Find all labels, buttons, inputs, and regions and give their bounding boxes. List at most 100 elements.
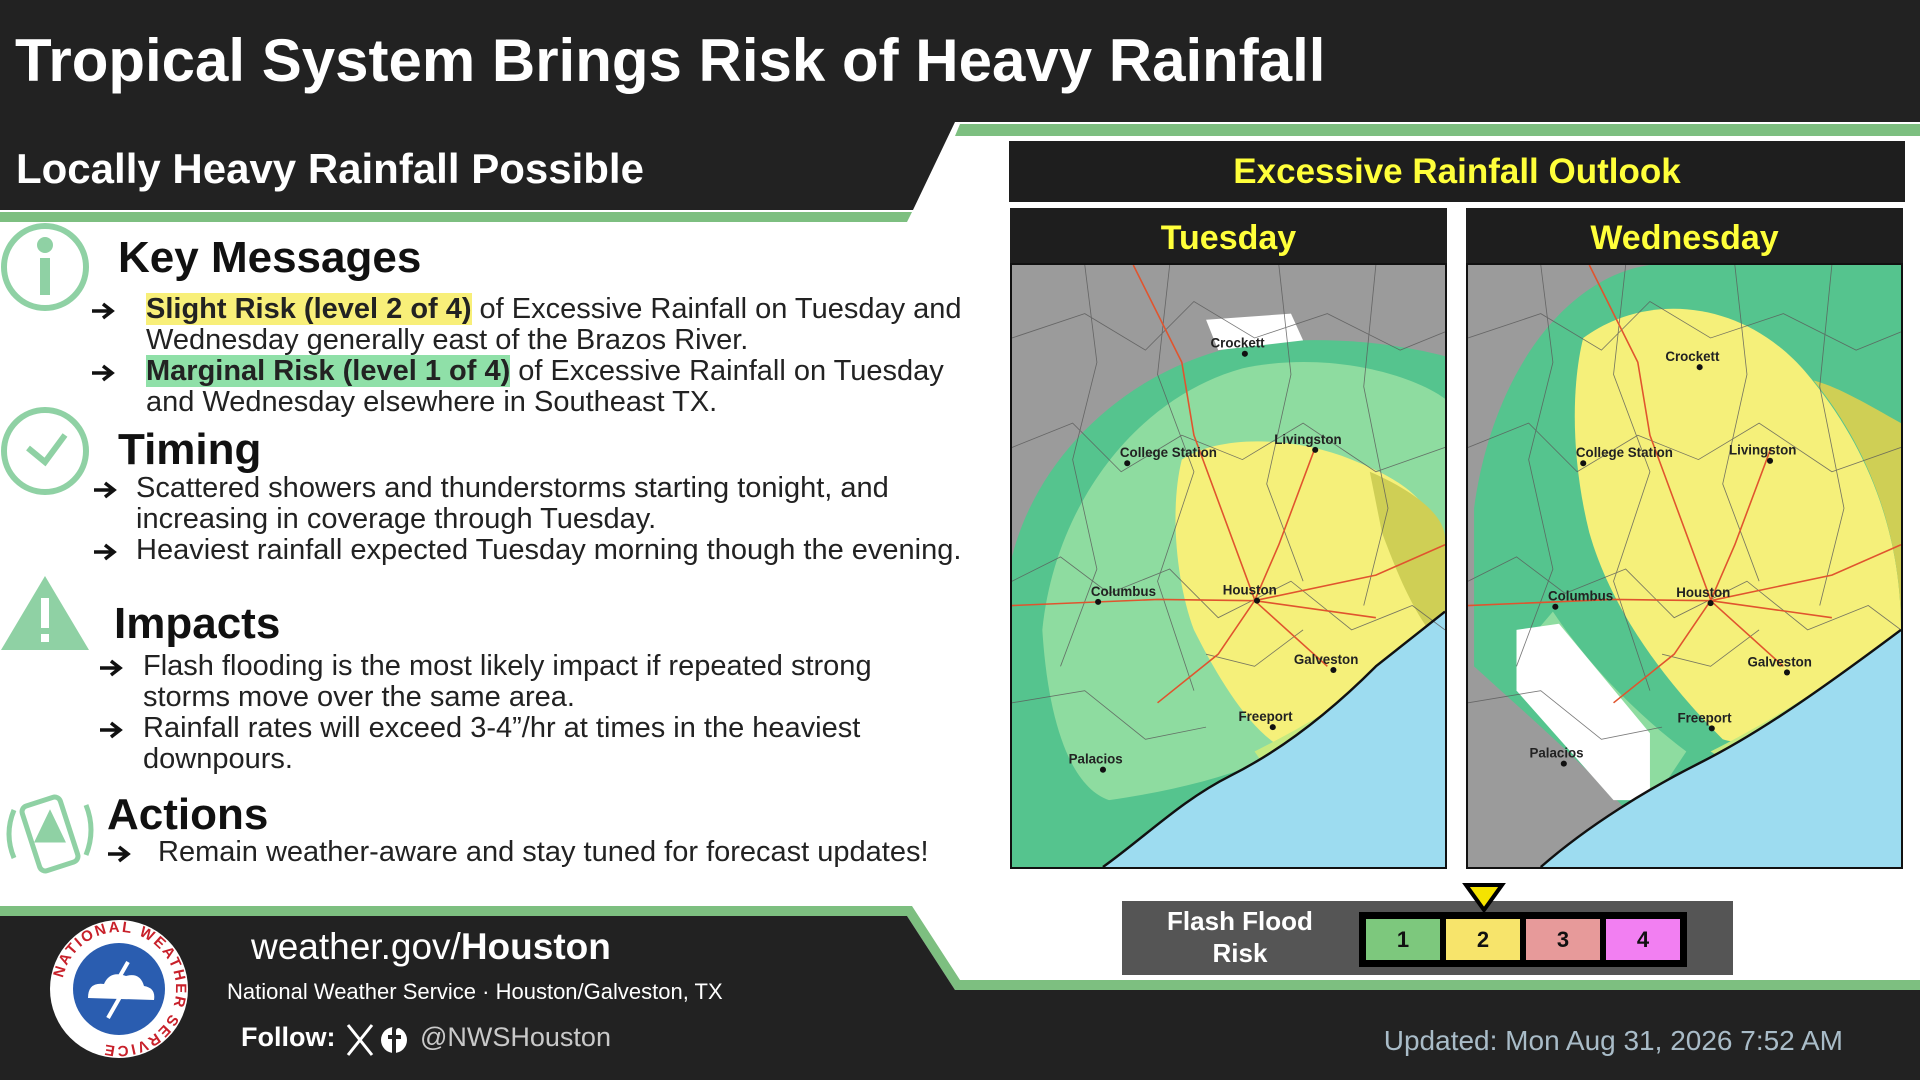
coastline (1102, 610, 1445, 867)
risk-area (1206, 313, 1304, 351)
legend-pointer (1462, 883, 1506, 914)
road (1588, 265, 1712, 600)
county-line (1468, 422, 1901, 473)
bullet-text: Remain weather-aware and stay tuned for … (158, 836, 929, 868)
accent-line (955, 124, 1920, 136)
bullet-text: Heaviest rainfall expected Tuesday morni… (136, 534, 962, 566)
city-label: Columbus (1548, 589, 1613, 604)
bullet: Heaviest rainfall expected Tuesday morni… (94, 534, 972, 566)
legend-level: 1 (1366, 919, 1440, 960)
county-line (1205, 629, 1304, 667)
bullet: Marginal Risk (level 1 of 4) of Excessive… (92, 355, 988, 418)
road (1253, 447, 1316, 601)
road (1132, 265, 1256, 600)
section-heading: Key Messages (118, 233, 422, 282)
legend-level: 2 (1446, 919, 1520, 960)
accent-line (0, 212, 912, 222)
footer-band (0, 916, 1920, 1080)
bullet-arrow (94, 543, 117, 561)
bullet-list: Slight Risk (level 2 of 4) of Excessive R… (92, 293, 988, 418)
city-label: Crockett (1665, 349, 1720, 364)
city-dot (1560, 760, 1567, 767)
city-label: College Station (1120, 445, 1217, 460)
county-line (1266, 265, 1304, 582)
city-dot (1766, 457, 1774, 464)
county-line (1819, 265, 1845, 606)
bullet-text: Scattered showers and thunderstorms star… (136, 472, 889, 535)
arrow-shape (100, 721, 123, 739)
county-line (1516, 265, 1554, 667)
city-label: Palacios (1529, 746, 1583, 761)
city-label: Crockett (1211, 336, 1266, 351)
road (1710, 599, 1832, 619)
road (1709, 447, 1772, 601)
section-heading: Actions (107, 790, 269, 839)
city-dot (1783, 669, 1791, 676)
section-heading: Impacts (114, 599, 281, 648)
bullet: Scattered showers and thunderstorms star… (94, 472, 972, 535)
bullet-text: of Excessive Rainfall on Tuesday and Wed… (146, 355, 944, 418)
bullet-arrow (94, 481, 117, 499)
county-line (1060, 265, 1098, 667)
risk-area (1540, 629, 1901, 867)
city-label: Houston (1676, 585, 1730, 600)
highlight: Slight Risk (level 2 of 4) (146, 293, 472, 325)
city-label: Livingston (1274, 432, 1341, 447)
bullet-arrow (108, 845, 131, 863)
nws-logo: NATIONAL WEATHER SERVICE (50, 919, 188, 1059)
county-line (1012, 422, 1445, 473)
city-dot (1269, 724, 1276, 731)
city-dot (1696, 364, 1703, 371)
accent-line (0, 906, 1920, 990)
info-icon (1, 223, 89, 311)
county-line (1468, 690, 1663, 740)
county-line (1012, 690, 1207, 740)
city-label: Palacios (1069, 752, 1123, 767)
bullet-text: of Excessive Rainfall on Tuesday and Wed… (146, 293, 962, 356)
subtitle: Locally Heavy Rainfall Possible (16, 145, 644, 192)
bullet-list: Scattered showers and thunderstorms star… (94, 472, 972, 566)
road (1710, 600, 1784, 667)
risk-area (1813, 380, 1901, 630)
county-line (1468, 300, 1901, 351)
office: National Weather Service · Houston/Galve… (227, 979, 723, 1004)
road (1254, 599, 1376, 619)
outlook-title: Excessive Rainfall Outlook (1009, 141, 1905, 202)
city-label: Galveston (1747, 654, 1811, 669)
day-header: Tuesday (1010, 208, 1447, 263)
bullet-list: Remain weather-aware and stay tuned for … (108, 836, 998, 868)
county-line (1012, 300, 1445, 351)
coastline (1539, 628, 1901, 867)
website-office: Houston (460, 926, 611, 967)
follow-label: Follow: (241, 1022, 336, 1052)
header-band (0, 0, 1920, 210)
county-line (1363, 265, 1389, 606)
city-dot (1124, 460, 1131, 467)
city-label: Livingston (1729, 443, 1796, 458)
arrow-shape (92, 302, 115, 320)
county-line (1468, 556, 1901, 631)
legend-label: Flash Flood Risk (1167, 906, 1313, 968)
arrow-shape (94, 543, 117, 561)
bullet-arrow (100, 721, 123, 739)
county-line (1613, 265, 1651, 691)
map: Crockett Livingston College Station Columbu… (1010, 263, 1447, 869)
city-dot (1708, 725, 1715, 732)
bullet-text: Rainfall rates will exceed 3-4”/hr at ti… (143, 712, 861, 775)
bullet: Rainfall rates will exceed 3-4”/hr at ti… (100, 712, 948, 775)
phone-icon (6, 794, 94, 874)
risk-area (1102, 611, 1445, 867)
title: Tropical System Brings Risk of Heavy Rai… (15, 27, 1326, 94)
county-line (1661, 629, 1760, 667)
bullet: Flash flooding is the most likely impact… (100, 651, 948, 713)
day-header: Wednesday (1466, 208, 1903, 263)
bullet-arrow (100, 659, 123, 677)
city-dot (1099, 766, 1106, 773)
county-lines (1468, 265, 1901, 740)
county-lines (1012, 265, 1445, 740)
website-prefix: weather.gov/ (251, 926, 461, 967)
road (1613, 600, 1712, 704)
